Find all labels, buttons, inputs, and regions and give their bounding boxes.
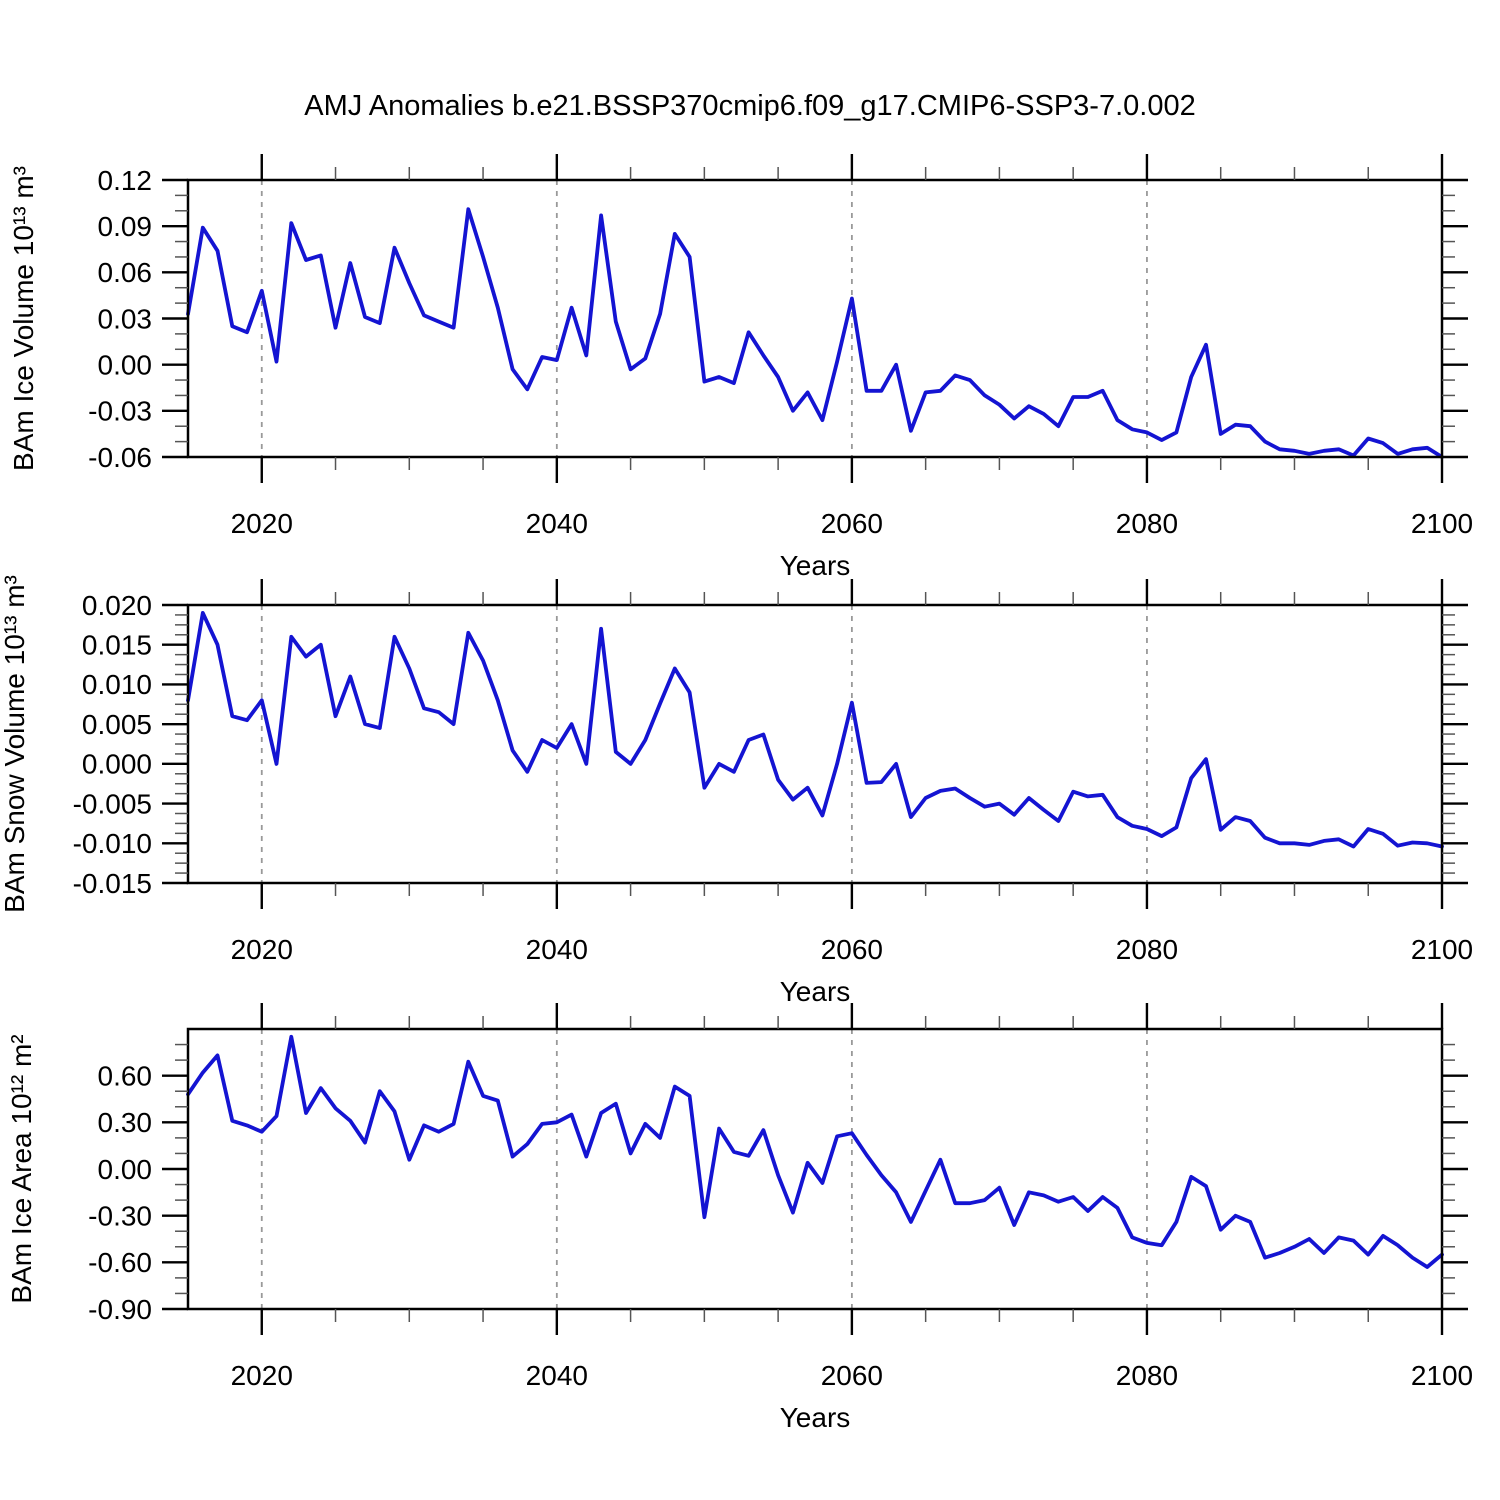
x-tick-label: 2060 bbox=[821, 934, 883, 965]
y-tick-label: 0.09 bbox=[98, 211, 153, 242]
chart-snow-volume: 0.020 0.015 0.010 0.005 0.000 -0.005 -0.010 -0.… bbox=[0, 575, 1473, 1007]
x-tick-label: 2100 bbox=[1411, 934, 1473, 965]
y-axis-title: BAm Ice Volume 10¹³ m³ bbox=[8, 166, 39, 471]
y-tick-label: -0.90 bbox=[88, 1294, 152, 1325]
y-tick-label: 0.00 bbox=[98, 349, 153, 380]
x-tick-label: 2080 bbox=[1116, 508, 1178, 539]
y-tick-label: 0.005 bbox=[82, 709, 152, 740]
y-axis-title: BAm Snow Volume 10¹³ m³ bbox=[0, 575, 30, 913]
x-tick-label: 2100 bbox=[1411, 1360, 1473, 1391]
x-tick-label: 2080 bbox=[1116, 1360, 1178, 1391]
x-tick-label: 2020 bbox=[231, 508, 293, 539]
data-line bbox=[186, 611, 1444, 849]
x-tick-label: 2020 bbox=[231, 934, 293, 965]
chart-ice-volume: 0.12 0.09 0.06 0.03 0.00 -0.03 -0.06 2020 2040 20… bbox=[8, 154, 1473, 581]
x-tick-label: 2060 bbox=[821, 508, 883, 539]
y-tick-label: 0.12 bbox=[98, 165, 153, 196]
plot-frame bbox=[186, 603, 1444, 885]
x-axis-title: Years bbox=[780, 550, 851, 581]
x-axis-title: Years bbox=[780, 1402, 851, 1433]
y-tick-label: 0.06 bbox=[98, 257, 153, 288]
y-tick-label: 0.020 bbox=[82, 590, 152, 621]
x-axis-title: Years bbox=[780, 976, 851, 1007]
plot-frame bbox=[186, 178, 1444, 459]
y-tick-label: -0.015 bbox=[73, 868, 152, 899]
y-tick-label: 0.010 bbox=[82, 669, 152, 700]
data-line bbox=[186, 207, 1444, 459]
y-tick-label: -0.03 bbox=[88, 396, 152, 427]
y-tick-label: -0.005 bbox=[73, 788, 152, 819]
x-tick-label: 2060 bbox=[821, 1360, 883, 1391]
y-tick-label: 0.03 bbox=[98, 303, 153, 334]
y-axis-title: BAm Ice Area 10¹² m² bbox=[6, 1034, 37, 1303]
y-tick-label: 0.000 bbox=[82, 749, 152, 780]
x-tick-label: 2080 bbox=[1116, 934, 1178, 965]
x-tick-label: 2040 bbox=[526, 934, 588, 965]
data-line bbox=[186, 1034, 1444, 1269]
y-tick-label: 0.60 bbox=[98, 1060, 153, 1091]
y-tick-label: 0.015 bbox=[82, 630, 152, 661]
y-tick-label: 0.00 bbox=[98, 1154, 153, 1185]
figure-title: AMJ Anomalies b.e21.BSSP370cmip6.f09_g17… bbox=[304, 90, 1196, 122]
plot-frame bbox=[186, 1027, 1444, 1311]
x-tick-label: 2100 bbox=[1411, 508, 1473, 539]
y-tick-label: -0.010 bbox=[73, 828, 152, 859]
x-tick-label: 2040 bbox=[526, 508, 588, 539]
y-tick-label: -0.60 bbox=[88, 1247, 152, 1278]
x-tick-label: 2040 bbox=[526, 1360, 588, 1391]
chart-ice-area: 0.60 0.30 0.00 -0.30 -0.60 -0.90 2020 2040 2060 2… bbox=[6, 1003, 1473, 1433]
y-tick-label: -0.06 bbox=[88, 442, 152, 473]
y-tick-label: 0.30 bbox=[98, 1107, 153, 1138]
y-tick-label: -0.30 bbox=[88, 1200, 152, 1231]
x-tick-label: 2020 bbox=[231, 1360, 293, 1391]
